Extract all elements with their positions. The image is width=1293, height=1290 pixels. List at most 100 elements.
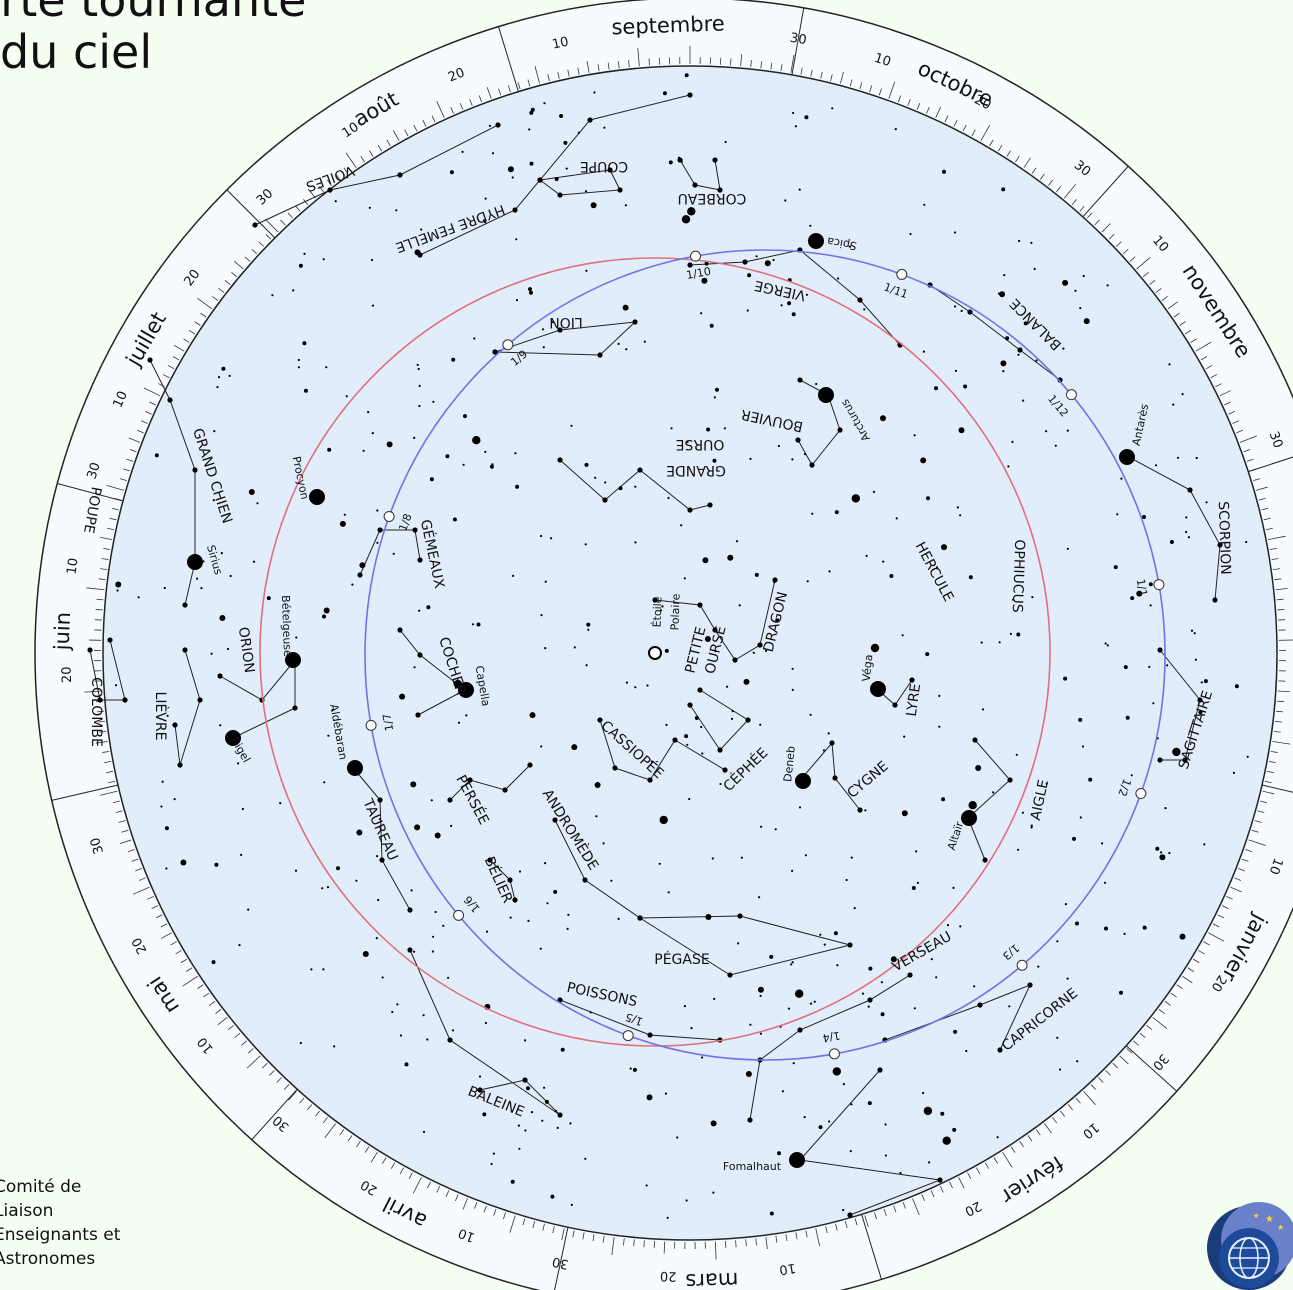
star [637,915,643,921]
star [514,452,517,455]
day-tick [295,205,301,212]
day-tick [509,1215,516,1233]
star [484,221,487,224]
ecliptic-curve [364,249,1166,1061]
star [967,309,973,315]
star [1148,582,1153,587]
star [617,342,620,345]
day-tick [167,365,175,370]
day-tick [1254,820,1262,823]
star [798,806,802,809]
star [853,907,856,910]
day-tick [265,218,279,233]
day-tick [462,1198,468,1210]
star [775,618,780,623]
star [705,914,712,920]
star [712,458,717,463]
star [1246,755,1249,758]
star [1176,456,1180,459]
star [864,809,867,812]
star [661,605,664,608]
ecliptic-date-marker [453,909,465,921]
star [664,648,669,653]
star [563,140,568,145]
star [447,1037,453,1043]
constellation-label: GRANDE [666,462,726,478]
star [116,589,119,592]
month-divider [1125,1045,1178,1092]
star [684,734,689,739]
star [632,1067,637,1072]
star [518,870,522,873]
day-tick [106,485,125,491]
star [968,575,973,580]
star [237,762,240,765]
constellation-label: OPHIUCUS [1009,539,1028,613]
constellation-figure [89,639,126,701]
star [490,1162,493,1166]
star [765,649,768,653]
day-tick [147,896,154,900]
day-tick [820,71,823,79]
star [577,131,581,134]
star [659,815,668,825]
star [850,856,853,859]
star [377,527,383,533]
star [310,968,313,971]
day-tick [1226,896,1233,900]
star [355,879,358,882]
star [182,647,188,653]
star [217,376,221,379]
day-tick [1273,730,1281,733]
day-tick [119,839,132,845]
day-tick [958,1177,965,1189]
star [1198,710,1203,715]
day-tick [830,74,833,82]
star [730,717,734,721]
day-tick [227,1024,234,1031]
star [625,681,629,684]
day-number: 10 [778,1260,797,1277]
star [1194,658,1197,661]
day-tick [864,1215,869,1228]
day-tick [360,155,365,163]
day-tick [1269,547,1277,551]
star [662,91,667,96]
day-tick [1257,810,1265,814]
day-tick [149,401,156,406]
star [217,673,223,679]
star [752,651,755,654]
star [517,1124,521,1127]
star [584,543,587,546]
star [757,642,763,648]
day-tick [1262,790,1275,795]
ecliptic-date-marker [690,250,702,262]
day-tick [1203,941,1210,946]
day-number: 10 [64,557,81,575]
day-number: 20 [129,935,150,957]
star [1120,477,1123,480]
star [769,954,774,959]
star [804,115,809,120]
star [1081,745,1085,748]
day-tick [1112,1062,1119,1069]
star [542,346,545,349]
day-tick [1056,186,1062,193]
day-tick [197,298,213,310]
star [727,972,733,978]
day-tick [200,312,207,318]
day-tick [299,1097,305,1104]
day-tick [800,67,803,75]
star [938,694,941,698]
star [758,896,761,899]
star [965,1049,968,1053]
star [624,204,628,207]
star [87,647,93,653]
star [1063,676,1068,681]
star [851,494,860,503]
day-tick [1258,497,1266,501]
day-tick [770,62,773,70]
star [954,231,957,234]
star [946,924,950,927]
